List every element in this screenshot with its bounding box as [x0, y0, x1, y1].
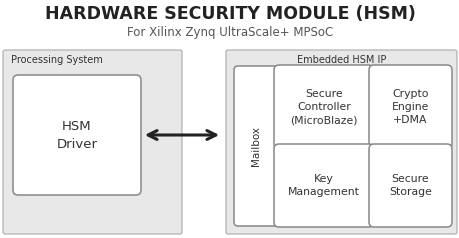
FancyBboxPatch shape [368, 65, 451, 149]
FancyBboxPatch shape [368, 144, 451, 227]
FancyBboxPatch shape [234, 66, 277, 226]
Text: Crypto
Engine
+DMA: Crypto Engine +DMA [391, 89, 428, 125]
Text: Secure
Storage: Secure Storage [388, 174, 431, 197]
Text: Secure
Controller
(MicroBlaze): Secure Controller (MicroBlaze) [290, 89, 357, 125]
Text: Processing System: Processing System [11, 55, 102, 65]
FancyBboxPatch shape [274, 65, 373, 149]
Text: HSM
Driver: HSM Driver [56, 119, 97, 150]
FancyBboxPatch shape [13, 75, 141, 195]
Text: Mailbox: Mailbox [251, 126, 260, 166]
Text: HARDWARE SECURITY MODULE (HSM): HARDWARE SECURITY MODULE (HSM) [45, 5, 414, 23]
Text: For Xilinx Zynq UltraScale+ MPSoC: For Xilinx Zynq UltraScale+ MPSoC [127, 26, 332, 39]
FancyBboxPatch shape [3, 50, 182, 234]
Text: Embedded HSM IP: Embedded HSM IP [296, 55, 386, 65]
Text: Key
Management: Key Management [287, 174, 359, 197]
FancyBboxPatch shape [225, 50, 456, 234]
FancyBboxPatch shape [274, 144, 373, 227]
